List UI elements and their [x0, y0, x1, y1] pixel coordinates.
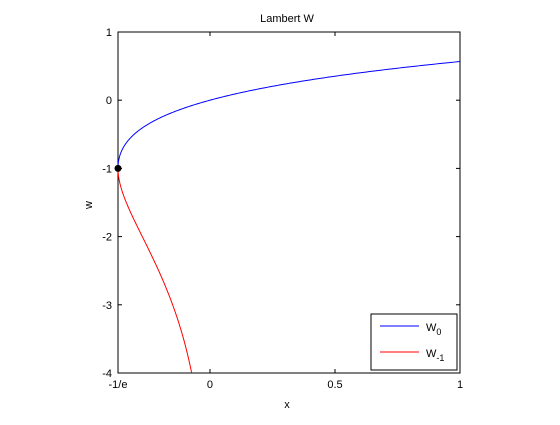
x-tick-label: -1/e	[109, 379, 128, 391]
legend: W0 W-1	[370, 313, 458, 371]
y-tick-label: -2	[102, 232, 112, 244]
legend-label-wm1-base: W	[426, 348, 437, 360]
legend-label-w0-sub: 0	[436, 327, 441, 337]
y-tick-label: -3	[102, 300, 112, 312]
legend-label-wm1-sub: -1	[436, 353, 444, 363]
y-tick-label: 0	[106, 95, 112, 107]
x-tick-label: 1	[457, 379, 463, 391]
y-tick-label: -4	[102, 368, 112, 380]
series-line-w0	[117, 61, 460, 169]
x-axis-label: x	[284, 399, 290, 411]
y-tick-label: 1	[106, 27, 112, 39]
legend-label-w0-base: W	[426, 322, 437, 334]
legend-box	[370, 313, 458, 371]
legend-label-wm1: W-1	[426, 348, 444, 363]
x-tick-label: 0	[207, 379, 213, 391]
chart-title: Lambert W	[260, 13, 314, 25]
axes-box	[117, 31, 461, 374]
y-tick-label: -1	[102, 163, 112, 175]
series-line-wm1	[117, 168, 193, 374]
y-axis-label: w	[83, 201, 95, 210]
x-tick-label: 0.5	[327, 379, 342, 391]
legend-label-w0: W0	[426, 322, 441, 337]
